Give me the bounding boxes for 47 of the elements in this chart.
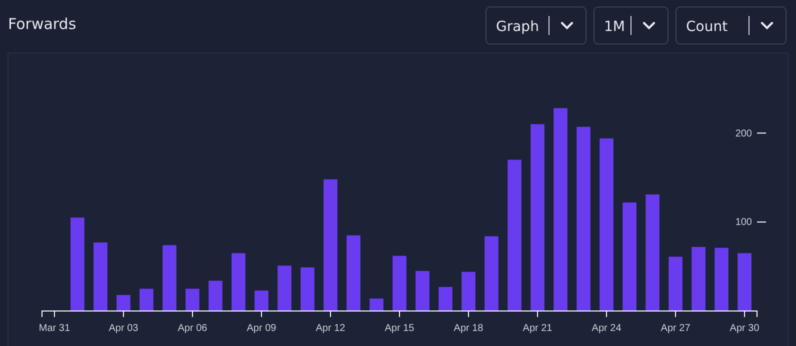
bar	[416, 270, 430, 311]
bar	[232, 253, 246, 311]
dropdown: Graph	[486, 6, 586, 44]
bar	[346, 235, 360, 311]
y-tick-label: 100	[735, 217, 752, 228]
x-tick-label: Apr 27	[660, 323, 691, 334]
bar	[254, 290, 268, 311]
x-tick-label: Apr 24	[592, 323, 622, 334]
x-tick-label: Apr 03	[108, 323, 139, 334]
x-tick-label: Apr 15	[384, 323, 415, 334]
bar	[508, 160, 522, 311]
bar	[714, 248, 728, 311]
dropdown: 1M	[594, 6, 668, 44]
x-tick-label: Apr 18	[454, 323, 484, 334]
bar	[208, 280, 222, 311]
bar	[530, 124, 544, 311]
bar	[738, 253, 752, 311]
bar	[622, 202, 636, 311]
x-tick-label: Apr 30	[730, 323, 760, 334]
x-tick-label: Apr 06	[178, 323, 208, 334]
bar	[278, 266, 292, 311]
bar	[668, 256, 682, 311]
bar	[392, 256, 406, 311]
bar	[484, 236, 498, 311]
x-tick-label: Mar 31	[38, 323, 70, 334]
bar	[370, 298, 384, 311]
bar	[692, 246, 706, 311]
bar	[324, 179, 338, 311]
bar	[462, 272, 476, 311]
bar	[140, 288, 154, 311]
bar	[554, 108, 568, 311]
bar	[576, 126, 590, 311]
chart-title: Forwards	[8, 15, 76, 33]
bar	[94, 242, 108, 311]
bar	[116, 294, 130, 311]
x-tick-label: Apr 21	[522, 323, 553, 334]
bar	[300, 267, 314, 311]
bar	[186, 288, 200, 311]
bar	[70, 218, 84, 311]
y-tick-label: 200	[735, 128, 752, 140]
x-tick-label: Apr 09	[246, 323, 277, 334]
dropdown: Count	[676, 6, 786, 44]
bar	[646, 194, 660, 311]
bar	[438, 286, 452, 311]
x-tick-label: Apr 12	[316, 323, 346, 334]
bar	[162, 245, 176, 311]
bar	[600, 138, 614, 311]
